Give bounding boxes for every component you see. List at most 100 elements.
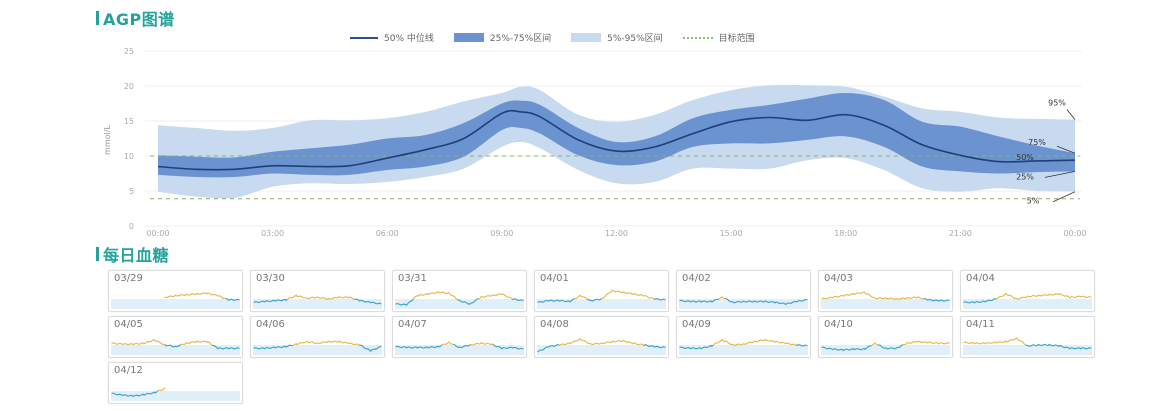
legend-swatch-target bbox=[682, 36, 713, 39]
glucose-trace-segment bbox=[862, 291, 865, 294]
daily-mini-chart bbox=[679, 338, 808, 355]
daily-mini-chart bbox=[821, 291, 950, 309]
legend-item-median[interactable]: 50% 中位线 bbox=[350, 31, 434, 44]
glucose-trace-segment bbox=[436, 291, 439, 294]
daily-card[interactable]: 03/30 bbox=[250, 270, 385, 312]
daily-card[interactable]: 04/11 bbox=[960, 316, 1095, 358]
daily-card[interactable]: 04/09 bbox=[676, 316, 811, 358]
glucose-trace-segment bbox=[325, 341, 329, 344]
target-band bbox=[821, 299, 950, 309]
target-band bbox=[111, 391, 240, 401]
x-tick-label: 21:00 bbox=[949, 229, 972, 238]
chart-legend: 50% 中位线 25%-75%区间 5%-95%区间 目标范围 bbox=[350, 31, 769, 44]
daily-card[interactable]: 04/06 bbox=[250, 316, 385, 358]
daily-card[interactable]: 04/08 bbox=[534, 316, 669, 358]
glucose-trace-segment bbox=[162, 387, 166, 390]
x-tick-label: 00:00 bbox=[1063, 229, 1086, 238]
glucose-trace-segment bbox=[414, 346, 418, 349]
glucose-trace-segment bbox=[204, 341, 208, 343]
glucose-trace-segment bbox=[272, 299, 276, 302]
end-label-p95: 95% bbox=[1048, 99, 1066, 108]
glucose-trace-segment bbox=[183, 294, 187, 297]
legend-swatch-range bbox=[571, 33, 602, 42]
target-band bbox=[253, 299, 382, 309]
glucose-trace-segment bbox=[751, 300, 755, 303]
daily-card[interactable]: 04/10 bbox=[818, 316, 953, 358]
legend-label-range: 5%-95%区间 bbox=[607, 34, 663, 44]
daily-mini-chart bbox=[395, 291, 524, 309]
glucose-trace-segment bbox=[346, 296, 350, 299]
daily-mini-chart bbox=[253, 340, 382, 355]
daily-card[interactable]: 03/31 bbox=[392, 270, 527, 312]
glucose-trace-segment bbox=[630, 293, 634, 296]
glucose-trace-segment bbox=[904, 343, 908, 346]
glucose-trace-segment bbox=[982, 300, 986, 303]
y-tick-label: 5 bbox=[129, 187, 134, 196]
daily-card[interactable]: 04/04 bbox=[960, 270, 1095, 312]
target-band bbox=[395, 345, 524, 355]
legend-label-target: 目标范围 bbox=[718, 34, 755, 44]
y-axis-label: mmol/L bbox=[103, 125, 112, 155]
glucose-trace-segment bbox=[467, 344, 471, 347]
glucose-trace-segment bbox=[152, 338, 155, 341]
glucose-trace-segment bbox=[578, 338, 581, 341]
daily-mini-chart bbox=[111, 387, 240, 401]
end-label-leader bbox=[1066, 109, 1076, 120]
y-tick-label: 15 bbox=[124, 117, 134, 126]
title-accent-bar bbox=[96, 247, 99, 261]
median-line bbox=[157, 109, 1076, 171]
daily-section-title: 每日血糖 bbox=[96, 242, 169, 266]
x-tick-label: 00:00 bbox=[146, 229, 169, 238]
glucose-trace-segment bbox=[510, 297, 513, 300]
glucose-trace-segment bbox=[1004, 292, 1007, 296]
glucose-trace-segment bbox=[652, 297, 655, 300]
daily-card[interactable]: 04/01 bbox=[534, 270, 669, 312]
x-tick-label: 03:00 bbox=[261, 229, 284, 238]
glucose-trace-segment bbox=[1056, 345, 1060, 347]
target-band bbox=[111, 345, 240, 355]
agp-title-text: AGP图谱 bbox=[103, 10, 175, 29]
daily-card-date: 03/29 bbox=[114, 273, 143, 284]
agp-chart: 0 5 10 15 20 25 mmol/L 00:00 03:00 06:00 09:00 12:0… bbox=[103, 47, 1087, 238]
glucose-trace-segment bbox=[630, 342, 634, 345]
daily-mini-chart bbox=[253, 294, 382, 309]
daily-card[interactable]: 04/02 bbox=[676, 270, 811, 312]
legend-item-iqr[interactable]: 25%-75%区间 bbox=[453, 31, 551, 44]
target-band bbox=[679, 345, 808, 355]
legend-item-range[interactable]: 5%-95%区间 bbox=[571, 31, 663, 44]
legend-item-target[interactable]: 目标范围 bbox=[682, 31, 755, 44]
daily-card-date: 04/09 bbox=[682, 319, 711, 330]
glucose-trace-segment bbox=[294, 294, 297, 297]
daily-card-date: 04/07 bbox=[398, 319, 427, 330]
x-tick-label: 06:00 bbox=[376, 229, 399, 238]
glucose-trace-segment bbox=[1088, 296, 1092, 298]
daily-card-date: 04/02 bbox=[682, 273, 711, 284]
x-tick-label: 12:00 bbox=[605, 229, 628, 238]
daily-card[interactable]: 04/12 bbox=[108, 362, 243, 404]
daily-cards-grid: 03/29 03/30 03/31 04/01 04/02 04/03 04/04 04/05… bbox=[108, 270, 1095, 404]
glucose-trace-segment bbox=[1004, 340, 1007, 343]
target-band bbox=[111, 299, 240, 309]
end-label-p5: 5% bbox=[1027, 197, 1040, 206]
daily-card[interactable]: 04/03 bbox=[818, 270, 953, 312]
y-tick-label: 10 bbox=[124, 152, 134, 161]
daily-card-date: 04/10 bbox=[824, 319, 853, 330]
glucose-trace-segment bbox=[378, 302, 382, 305]
agp-section-title: AGP图谱 bbox=[96, 6, 175, 30]
daily-card[interactable]: 04/05 bbox=[108, 316, 243, 358]
glucose-trace-segment bbox=[272, 346, 276, 349]
daily-card[interactable]: 03/29 bbox=[108, 270, 243, 312]
daily-card[interactable]: 04/07 bbox=[392, 316, 527, 358]
glucose-trace-segment bbox=[609, 290, 613, 294]
target-band bbox=[537, 299, 666, 309]
legend-swatch-iqr bbox=[453, 33, 484, 42]
daily-card-date: 04/08 bbox=[540, 319, 569, 330]
daily-mini-chart bbox=[679, 296, 808, 309]
daily-card-date: 04/11 bbox=[966, 319, 995, 330]
daily-card-date: 03/30 bbox=[256, 273, 285, 284]
glucose-trace-segment bbox=[346, 342, 350, 345]
glucose-trace-segment bbox=[183, 342, 187, 346]
glucose-trace-segment bbox=[698, 300, 702, 303]
daily-card-date: 04/03 bbox=[824, 273, 853, 284]
glucose-trace-segment bbox=[772, 301, 776, 304]
